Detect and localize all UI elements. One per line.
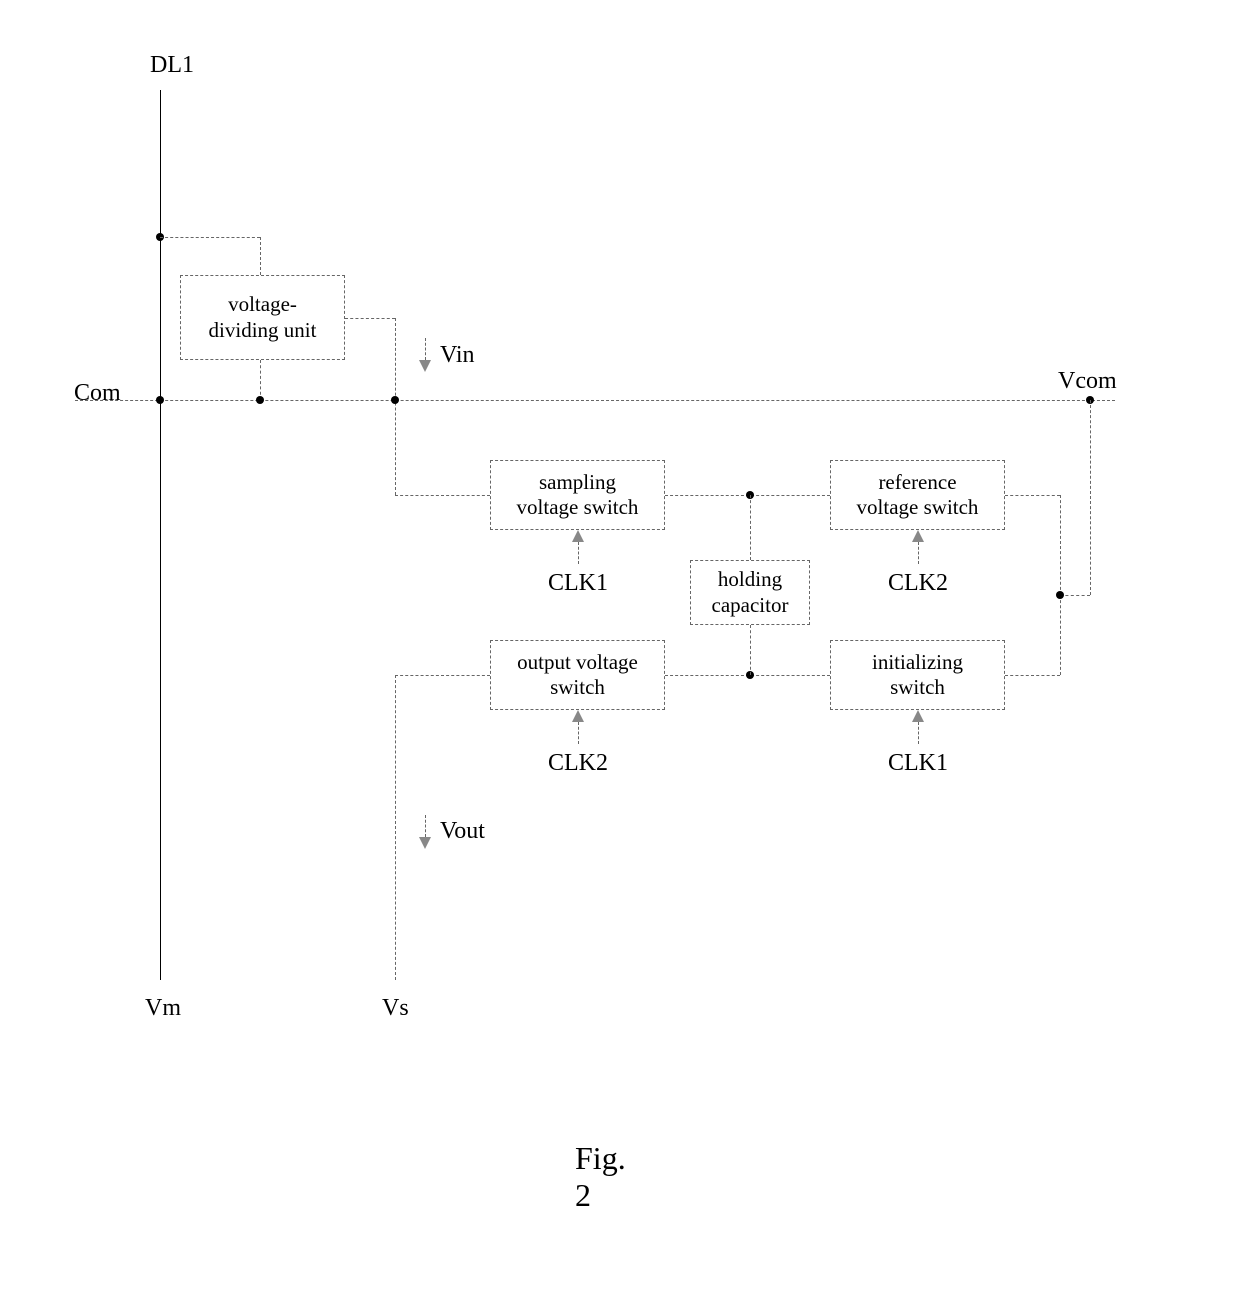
vin-label: Vin <box>440 342 475 369</box>
wire-ref-to-vcom <box>1060 595 1090 596</box>
wire-dl1-to-vdu-v <box>260 237 261 275</box>
clk2a-stem <box>918 542 919 564</box>
output-switch-text: output voltage switch <box>517 650 638 700</box>
initializing-switch-text: initializing switch <box>872 650 963 700</box>
node-dl1-com <box>156 396 164 404</box>
node-right-merge <box>1056 591 1064 599</box>
wire-vin-h <box>345 318 395 319</box>
wire-vdu-to-com <box>260 360 261 400</box>
clk1a-arrow <box>572 530 584 542</box>
voltage-dividing-box: voltage- dividing unit <box>180 275 345 360</box>
com-label: Com <box>74 380 121 407</box>
vout-label: Vout <box>440 818 485 845</box>
clk1b-label: CLK1 <box>888 750 948 777</box>
clk2a-arrow <box>912 530 924 542</box>
figure-caption: Fig. 2 <box>575 1140 626 1214</box>
vout-arrow-stem <box>425 815 426 837</box>
wire-holdcap-bot <box>750 625 751 675</box>
wire-vin-to-samp <box>395 495 490 496</box>
wire-init-up <box>1060 595 1061 675</box>
clk2b-arrow <box>572 710 584 722</box>
clk1b-arrow <box>912 710 924 722</box>
wire-vin-v <box>395 318 396 495</box>
wire-dl1-to-vdu-h <box>160 237 260 238</box>
dl1-line <box>160 90 161 980</box>
com-line <box>75 400 1115 401</box>
initializing-switch-box: initializing switch <box>830 640 1005 710</box>
clk1a-label: CLK1 <box>548 570 608 597</box>
dl1-label: DL1 <box>150 52 194 79</box>
clk1b-stem <box>918 722 919 744</box>
wire-init-right <box>1005 675 1060 676</box>
sampling-switch-box: sampling voltage switch <box>490 460 665 530</box>
vs-label: Vs <box>382 995 409 1022</box>
node-vin-com <box>391 396 399 404</box>
holding-capacitor-box: holding capacitor <box>690 560 810 625</box>
wire-out-left <box>395 675 490 676</box>
vin-arrow-stem <box>425 338 426 360</box>
reference-switch-box: reference voltage switch <box>830 460 1005 530</box>
vm-label: Vm <box>145 995 181 1022</box>
clk2a-label: CLK2 <box>888 570 948 597</box>
vin-arrow <box>419 360 431 372</box>
voltage-dividing-text: voltage- dividing unit <box>209 292 317 342</box>
sampling-switch-text: sampling voltage switch <box>517 470 639 520</box>
wire-ref-up <box>1060 495 1061 595</box>
vcom-label: Vcom <box>1058 368 1117 395</box>
wire-ref-right <box>1005 495 1060 496</box>
clk2b-stem <box>578 722 579 744</box>
clk2b-label: CLK2 <box>548 750 608 777</box>
clk1a-stem <box>578 542 579 564</box>
output-switch-box: output voltage switch <box>490 640 665 710</box>
reference-switch-text: reference voltage switch <box>857 470 979 520</box>
node-vdu-com <box>256 396 264 404</box>
wire-holdcap-top <box>750 495 751 560</box>
holding-capacitor-text: holding capacitor <box>712 567 789 617</box>
vout-arrow <box>419 837 431 849</box>
wire-vs <box>395 675 396 980</box>
wire-vcom-down <box>1090 400 1091 595</box>
